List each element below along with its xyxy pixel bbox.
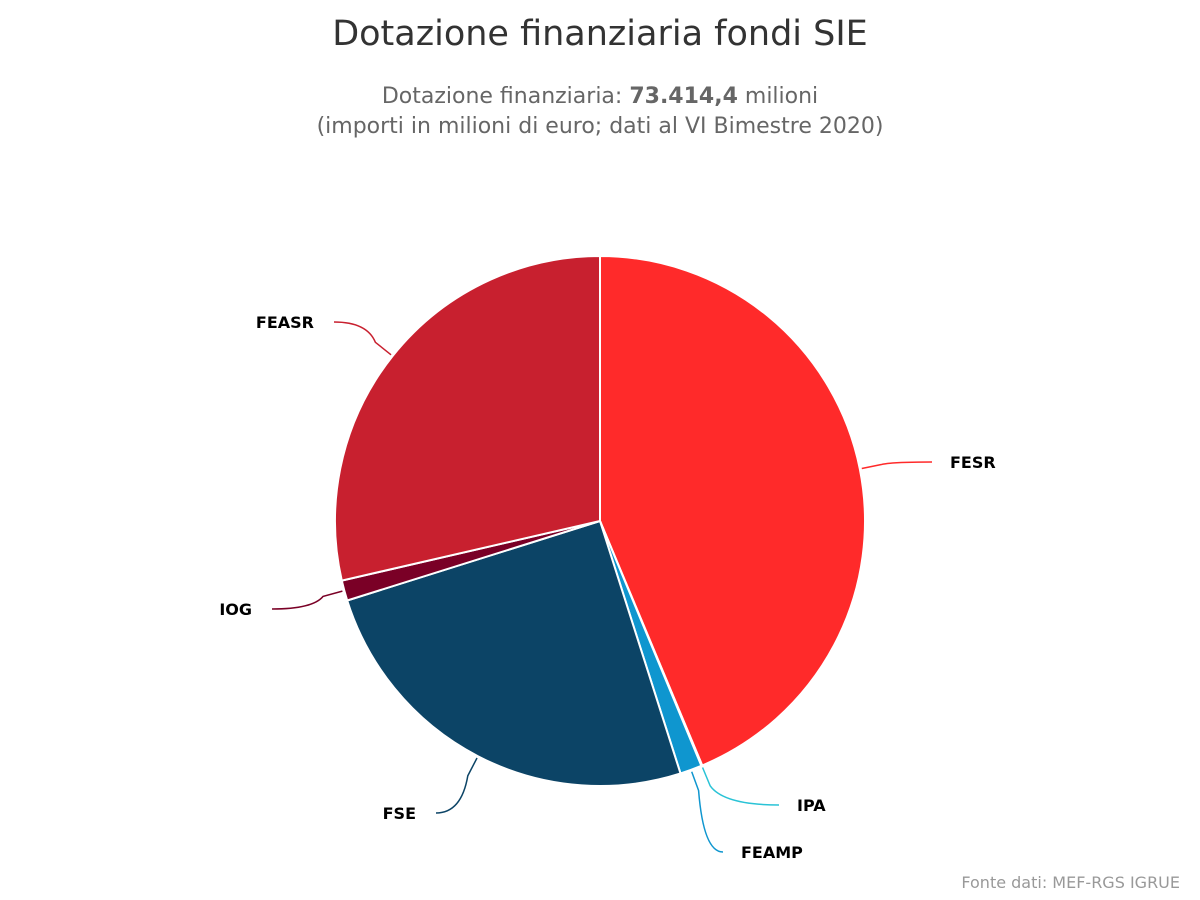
subtitle-prefix: Dotazione finanziaria: [381,84,630,109]
subtitle-total: 73.414,4 [629,84,738,109]
pie-slice-feasr[interactable] [334,254,601,582]
data-label-feasr: FEASR [256,313,314,332]
connector-iog [271,590,343,610]
subtitle-suffix: milioni [737,84,819,109]
data-label-feamp: FEAMP [741,843,803,862]
pie-slice-fesr[interactable] [599,254,866,767]
chart-subtitle: Dotazione finanziaria: 73.414,4 milioni [0,84,1200,109]
data-label-fesr: FESR [950,453,996,472]
data-label-ipa: IPA [797,796,826,815]
data-label-iog: IOG [219,600,252,619]
connector-feamp [691,771,724,853]
pie-slice-fse[interactable] [345,519,682,787]
chart-subtitle-line2: (importi in milioni di euro; dati al VI … [316,114,884,139]
connector-fesr [861,461,933,470]
connector-ipa [701,767,780,806]
data-label-fse: FSE [383,804,416,823]
chart-title: Dotazione finanziaria fondi SIE [332,14,868,54]
chart-credit: Fonte dati: MEF-RGS IGRUE [961,873,1180,892]
connector-feasr [333,321,392,356]
connector-fse [435,757,478,814]
